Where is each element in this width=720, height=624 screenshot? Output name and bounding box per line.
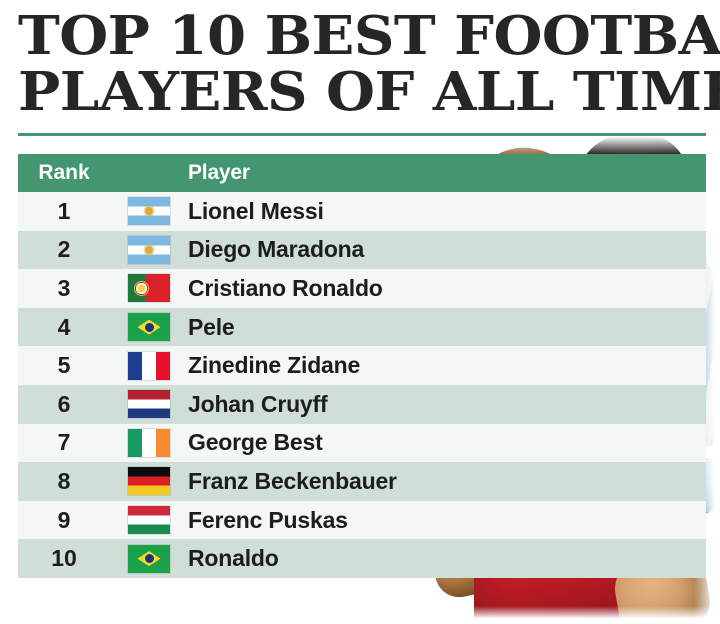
cell-flag (110, 235, 188, 264)
cell-player-name: Ferenc Puskas (188, 506, 348, 533)
flag-argentina-icon (128, 235, 170, 264)
table-body: 1 Lionel Messi 2 Diego Maradona 3 Cristiano R… (18, 192, 706, 578)
cell-rank: 6 (57, 390, 71, 417)
brazil-globe-icon (144, 554, 154, 564)
cell-rank: 10 (51, 545, 77, 572)
flag-brazil-icon (128, 313, 170, 342)
cell-player-name: Cristiano Ronaldo (188, 274, 383, 301)
table-row[interactable]: 4 Pele (18, 307, 706, 347)
cell-player-name: Ronaldo (188, 545, 279, 572)
sun-of-may-icon (145, 207, 153, 216)
column-header-player: Player (188, 161, 250, 184)
cell-player-name: Johan Cruyff (188, 390, 328, 417)
table-row[interactable]: 10 Ronaldo (18, 539, 706, 578)
flag-argentina-icon (128, 197, 170, 226)
armillary-sphere-icon (134, 281, 148, 295)
cell-flag (110, 197, 188, 226)
table-row[interactable]: 2 Diego Maradona (18, 230, 706, 270)
cell-rank: 7 (57, 429, 71, 456)
cell-rank: 8 (57, 467, 71, 494)
cell-flag (110, 467, 188, 496)
cell-player-name: Zinedine Zidane (188, 352, 361, 379)
cell-flag (110, 390, 188, 419)
flag-france-icon (128, 351, 170, 380)
cell-flag (110, 544, 188, 573)
flag-brazil-icon (128, 544, 170, 573)
cell-flag (110, 274, 188, 303)
photo-fade-bottom (0, 606, 720, 624)
cell-player-name: Franz Beckenbauer (188, 467, 397, 494)
cell-player-name: Pele (188, 313, 235, 340)
page-title-line-2: PLAYERS OF ALL TIME (18, 61, 720, 123)
table-row[interactable]: 3 Cristiano Ronaldo (18, 269, 706, 308)
cell-player-name: Diego Maradona (188, 236, 365, 263)
title-divider (18, 133, 706, 136)
flag-netherlands-icon (128, 390, 170, 419)
cell-rank: 9 (57, 506, 71, 533)
flag-hungary-icon (128, 506, 170, 535)
cell-rank: 3 (57, 274, 71, 301)
table-row[interactable]: 8 Franz Beckenbauer (18, 462, 706, 501)
flag-portugal-icon (128, 274, 170, 303)
sun-of-may-icon (145, 245, 153, 254)
cell-flag (110, 351, 188, 380)
ranking-table: Rank Player 1 Lionel Messi 2 Diego Maradona… (18, 154, 706, 578)
cell-rank: 4 (57, 313, 71, 340)
table-row[interactable]: 1 Lionel Messi (18, 192, 706, 231)
table-row[interactable]: 6 Johan Cruyff (18, 384, 706, 424)
cell-flag (110, 506, 188, 535)
brazil-globe-icon (144, 322, 154, 332)
cell-rank: 5 (57, 352, 71, 379)
cell-flag (110, 428, 188, 457)
table-row[interactable]: 7 George Best (18, 423, 706, 463)
flag-germany-icon (128, 467, 170, 496)
table-header-row: Rank Player (18, 154, 706, 192)
flag-ireland-icon (128, 428, 170, 457)
page-title-line-1: TOP 10 BEST FOOTBALL (18, 5, 720, 67)
cell-rank: 1 (57, 197, 71, 224)
page-title: TOP 10 BEST FOOTBALL PLAYERS OF ALL TIME (18, 8, 720, 120)
table-row[interactable]: 5 Zinedine Zidane (18, 346, 706, 385)
cell-rank: 2 (57, 236, 71, 263)
cell-player-name: Lionel Messi (188, 197, 324, 224)
cell-player-name: George Best (188, 429, 323, 456)
table-row[interactable]: 9 Ferenc Puskas (18, 500, 706, 540)
cell-flag (110, 313, 188, 342)
column-header-rank: Rank (38, 161, 90, 184)
